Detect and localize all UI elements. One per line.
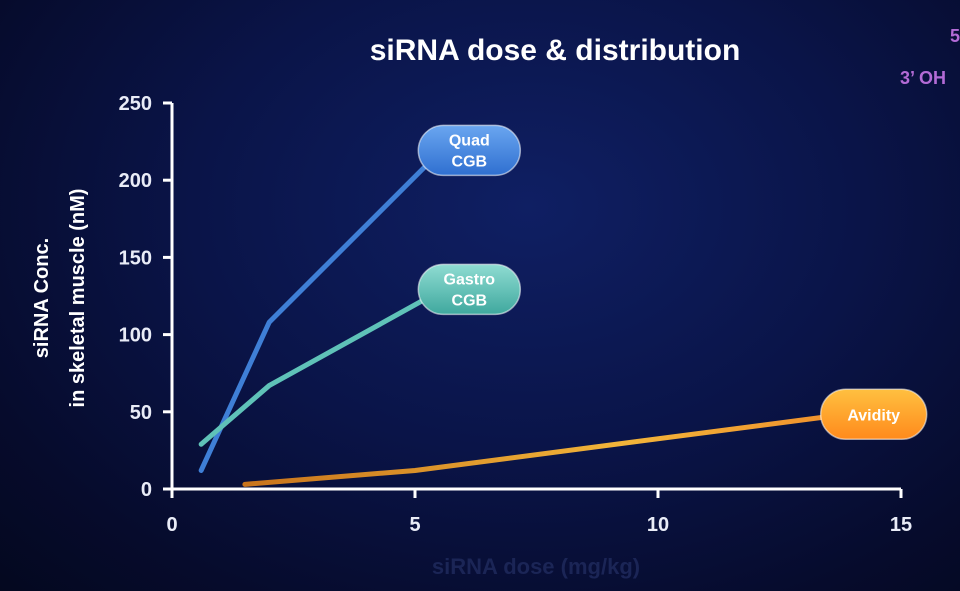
corner-label-5: 5 (950, 26, 960, 46)
x-tick-label: 0 (166, 514, 177, 536)
x-tick-label: 5 (409, 514, 420, 536)
x-tick-label: 10 (647, 514, 669, 536)
series-line-quad-cgb (198, 149, 442, 473)
legend-pill-gastro-cgb (417, 263, 522, 316)
y-tick-label: 200 (119, 170, 152, 192)
y-axis-label-line1: siRNA Conc. (31, 238, 53, 358)
y-tick-label: 250 (119, 93, 152, 115)
legend-pill-label-quad-cgb: CGB (452, 153, 488, 170)
legend-pill-quad-cgb (417, 124, 522, 177)
axes (170, 103, 901, 491)
y-tick-label: 150 (119, 247, 152, 269)
y-tick-label: 100 (119, 325, 152, 347)
legend-pill-avidity (819, 388, 928, 441)
chart-title: siRNA dose & distribution (370, 34, 741, 67)
x-axis-label: siRNA dose (mg/kg) (432, 554, 640, 579)
legend-pill-label-gastro-cgb: Gastro (444, 271, 496, 288)
legend-pill-label-avidity: Avidity (847, 407, 900, 424)
y-axis-label-line2: in skeletal muscle (nM) (67, 189, 89, 408)
y-ticks: 0 50 100 150 200 250 (119, 93, 172, 501)
y-tick-label: 50 (130, 402, 152, 424)
series-layer (198, 149, 880, 487)
x-ticks: 0 5 10 15 (166, 489, 912, 536)
y-tick-label: 0 (141, 479, 152, 501)
x-tick-label: 15 (890, 514, 912, 536)
legend-pills: Quad CGB Gastro CGB Avidity (417, 124, 928, 441)
legend-pill-label-quad-cgb: Quad (449, 132, 490, 149)
series-line-gastro-cgb (198, 288, 442, 447)
corner-label-3oh: 3’ OH (900, 68, 946, 88)
series-line-avidity (242, 407, 880, 487)
legend-pill-label-gastro-cgb: CGB (452, 292, 488, 309)
